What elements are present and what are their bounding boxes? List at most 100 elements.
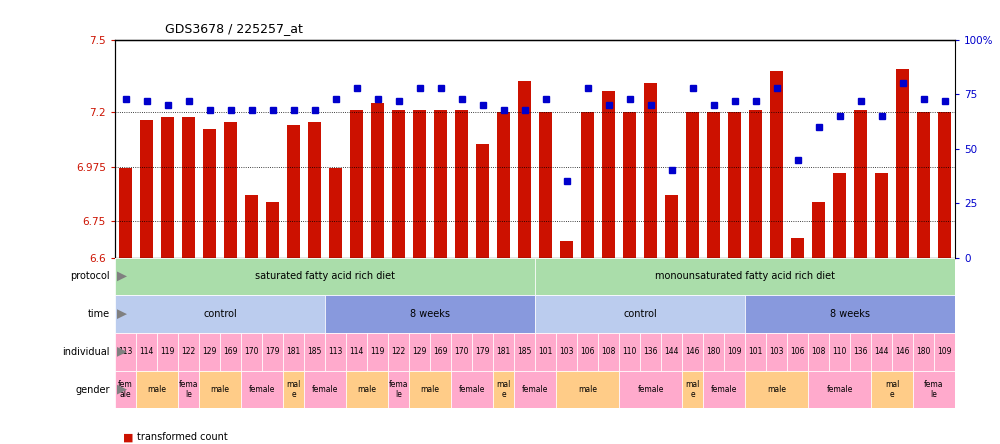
Bar <box>728 112 741 258</box>
Text: protocol: protocol <box>70 271 110 281</box>
Bar <box>115 333 136 371</box>
Bar <box>871 333 892 371</box>
Text: 169: 169 <box>223 347 238 357</box>
Text: 169: 169 <box>433 347 448 357</box>
Text: 119: 119 <box>370 347 385 357</box>
Bar <box>871 371 913 408</box>
Bar <box>791 238 804 258</box>
Bar <box>556 333 577 371</box>
Bar <box>497 112 510 258</box>
Bar <box>283 371 304 408</box>
Bar <box>119 168 132 258</box>
Bar <box>413 110 426 258</box>
Bar <box>287 125 300 258</box>
Bar <box>514 371 556 408</box>
Bar <box>262 333 283 371</box>
Bar <box>665 194 678 258</box>
Text: 113: 113 <box>328 347 343 357</box>
Bar <box>724 333 745 371</box>
Bar <box>161 117 174 258</box>
Bar <box>619 333 640 371</box>
Bar <box>749 110 762 258</box>
Text: GDS3678 / 225257_at: GDS3678 / 225257_at <box>165 23 303 36</box>
Bar <box>325 333 346 371</box>
Text: 170: 170 <box>454 347 469 357</box>
Text: 106: 106 <box>580 347 595 357</box>
Text: mal
e: mal e <box>286 380 301 399</box>
Text: control: control <box>623 309 657 319</box>
Bar <box>577 333 598 371</box>
Bar <box>304 333 325 371</box>
Bar <box>203 129 216 258</box>
Bar <box>346 371 388 408</box>
Text: 109: 109 <box>727 347 742 357</box>
Bar <box>707 112 720 258</box>
Text: 146: 146 <box>895 347 910 357</box>
Text: control: control <box>203 309 237 319</box>
Text: female: female <box>459 385 485 394</box>
Bar <box>514 333 535 371</box>
Text: 109: 109 <box>937 347 952 357</box>
Bar <box>430 333 451 371</box>
Bar <box>409 371 451 408</box>
Text: 101: 101 <box>538 347 553 357</box>
Bar <box>556 371 619 408</box>
Text: female: female <box>522 385 548 394</box>
Text: individual: individual <box>62 347 110 357</box>
Bar <box>913 333 934 371</box>
Bar <box>455 110 468 258</box>
Text: 103: 103 <box>769 347 784 357</box>
Text: 122: 122 <box>181 347 196 357</box>
Bar <box>140 120 153 258</box>
Bar <box>623 112 636 258</box>
Text: 181: 181 <box>496 347 511 357</box>
Bar <box>136 333 157 371</box>
Bar <box>938 112 951 258</box>
Bar <box>329 168 342 258</box>
Text: 185: 185 <box>517 347 532 357</box>
Text: 108: 108 <box>811 347 826 357</box>
Text: ■: ■ <box>123 432 134 442</box>
Text: fema
le: fema le <box>179 380 198 399</box>
Text: 185: 185 <box>307 347 322 357</box>
Bar <box>392 110 405 258</box>
Bar <box>182 117 195 258</box>
Bar <box>644 83 657 258</box>
Bar <box>812 202 825 258</box>
Bar <box>896 69 909 258</box>
Bar <box>451 333 472 371</box>
Bar <box>539 112 552 258</box>
Text: mal
e: mal e <box>885 380 899 399</box>
Bar <box>934 333 955 371</box>
Text: male: male <box>210 385 230 394</box>
Bar <box>224 122 237 258</box>
Bar <box>388 371 409 408</box>
Bar <box>640 333 661 371</box>
Text: mal
e: mal e <box>496 380 511 399</box>
Bar <box>682 333 703 371</box>
Text: female: female <box>711 385 737 394</box>
Bar <box>560 241 573 258</box>
Bar <box>598 333 619 371</box>
Bar <box>115 258 535 295</box>
Text: 179: 179 <box>475 347 490 357</box>
Bar <box>518 81 531 258</box>
Bar <box>199 333 220 371</box>
Text: 101: 101 <box>748 347 763 357</box>
Bar <box>787 333 808 371</box>
Text: monounsaturated fatty acid rich diet: monounsaturated fatty acid rich diet <box>655 271 835 281</box>
Text: 136: 136 <box>853 347 868 357</box>
Bar <box>325 295 535 333</box>
Text: 114: 114 <box>349 347 364 357</box>
Text: male: male <box>578 385 597 394</box>
Text: transformed count: transformed count <box>137 432 228 442</box>
Bar <box>472 333 493 371</box>
Text: male: male <box>148 385 166 394</box>
Text: 180: 180 <box>706 347 721 357</box>
Text: 129: 129 <box>412 347 427 357</box>
Bar <box>245 194 258 258</box>
Text: 110: 110 <box>622 347 637 357</box>
Text: female: female <box>312 385 338 394</box>
Bar <box>535 333 556 371</box>
Bar <box>350 110 363 258</box>
